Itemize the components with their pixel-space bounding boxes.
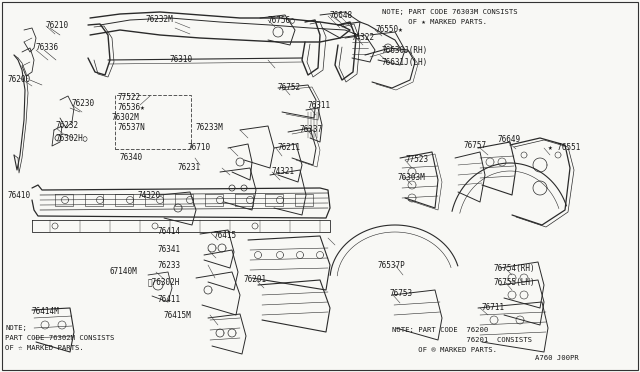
Text: 76232: 76232: [56, 122, 79, 131]
Text: 76310: 76310: [170, 55, 193, 64]
Text: OF ☆ MARKED PARTS.: OF ☆ MARKED PARTS.: [5, 345, 84, 351]
Text: ☰76302H: ☰76302H: [148, 278, 180, 286]
Text: 76415: 76415: [214, 231, 237, 241]
Text: NOTE; PART CODE 76303M CONSISTS: NOTE; PART CODE 76303M CONSISTS: [382, 9, 518, 15]
Text: 76232M: 76232M: [146, 16, 173, 25]
Text: 76753: 76753: [390, 289, 413, 298]
Text: 76233: 76233: [158, 262, 181, 270]
Text: 76311: 76311: [308, 102, 331, 110]
Text: 76340: 76340: [120, 154, 143, 163]
Text: OF ® MARKED PARTS.: OF ® MARKED PARTS.: [392, 347, 497, 353]
Text: 76233M: 76233M: [196, 124, 224, 132]
Text: A760 J00PR: A760 J00PR: [535, 355, 579, 361]
Text: 76211: 76211: [278, 144, 301, 153]
Text: 76414M: 76414M: [32, 308, 60, 317]
Text: 76302H○: 76302H○: [56, 134, 88, 142]
Text: 76210: 76210: [46, 22, 69, 31]
Text: 76649: 76649: [498, 135, 521, 144]
Text: 74322: 74322: [352, 33, 375, 42]
Text: 76757: 76757: [464, 141, 487, 150]
Text: 67140M: 67140M: [110, 267, 138, 276]
Text: 76755(LH): 76755(LH): [494, 278, 536, 286]
Text: NOTE;: NOTE;: [5, 325, 27, 331]
Text: 77522: 77522: [118, 93, 141, 103]
Text: PART CODE 76302M CONSISTS: PART CODE 76302M CONSISTS: [5, 335, 115, 341]
Text: 76200: 76200: [8, 76, 31, 84]
Text: 76303M: 76303M: [398, 173, 426, 183]
Text: 76336: 76336: [36, 44, 59, 52]
Text: 76631J(LH): 76631J(LH): [382, 58, 428, 67]
Text: 76537P: 76537P: [378, 260, 406, 269]
Text: ★ 76551: ★ 76551: [548, 144, 580, 153]
Text: 76230: 76230: [72, 99, 95, 108]
Text: NOTE; PART CODE  76200: NOTE; PART CODE 76200: [392, 327, 488, 333]
Text: 76550★: 76550★: [375, 26, 403, 35]
Text: 76341: 76341: [158, 246, 181, 254]
Text: OF ★ MARKED PARTS.: OF ★ MARKED PARTS.: [382, 19, 487, 25]
Text: 76630J(RH): 76630J(RH): [382, 45, 428, 55]
Text: 74320: 74320: [138, 190, 161, 199]
Text: 76201: 76201: [244, 276, 267, 285]
Text: 76337: 76337: [300, 125, 323, 135]
Text: 76414: 76414: [158, 228, 181, 237]
Text: 76411: 76411: [158, 295, 181, 305]
Text: 76756○: 76756○: [268, 16, 296, 25]
Text: 76752: 76752: [278, 83, 301, 93]
Text: 76711: 76711: [482, 304, 505, 312]
Text: 76754(RH): 76754(RH): [494, 263, 536, 273]
Text: 76415M: 76415M: [164, 311, 192, 320]
Text: 76410: 76410: [8, 192, 31, 201]
Text: 76536★: 76536★: [118, 103, 146, 112]
Text: 76710: 76710: [188, 144, 211, 153]
Text: 74321: 74321: [272, 167, 295, 176]
Text: 77523: 77523: [405, 155, 428, 164]
Text: 76537N: 76537N: [118, 124, 146, 132]
Text: 76231: 76231: [178, 164, 201, 173]
Text: 76648: 76648: [330, 10, 353, 19]
Text: 76201  CONSISTS: 76201 CONSISTS: [392, 337, 532, 343]
Text: 76302M: 76302M: [112, 113, 140, 122]
